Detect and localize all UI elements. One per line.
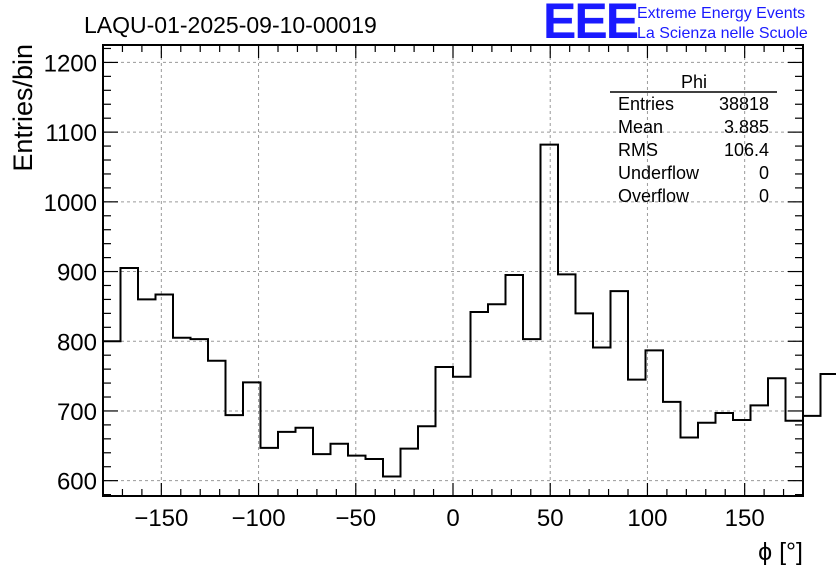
- y-tick-label: 1000: [44, 190, 97, 217]
- logo-tagline-1: Extreme Energy Events: [637, 5, 806, 22]
- y-tick-labels: 600 700 800 900 1000 1100 1200: [44, 50, 97, 495]
- histogram-line: [103, 143, 836, 478]
- stats-rows: Entries 38818 Mean 3.885 RMS 106.4 Underflow 0 O…: [618, 94, 769, 206]
- stats-row-value: 0: [759, 163, 769, 183]
- x-tick-label: −150: [134, 505, 188, 532]
- y-tick-label: 900: [57, 260, 97, 287]
- stats-row-value: 106.4: [724, 140, 769, 160]
- stats-row-label: Mean: [618, 117, 663, 137]
- stats-row-label: Overflow: [618, 186, 690, 206]
- y-tick-label: 600: [57, 469, 97, 496]
- y-tick-label: 1100: [45, 120, 97, 147]
- chart-title: LAQU-01-2025-09-10-00019: [84, 12, 377, 38]
- stats-row-label: Entries: [618, 94, 674, 114]
- stats-title: Phi: [681, 72, 707, 92]
- logo-tagline-2: La Scienza nelle Scuole: [637, 25, 808, 42]
- x-tick-label: 100: [627, 505, 667, 532]
- x-axis-label: ϕ [°]: [758, 538, 803, 566]
- y-tick-label: 700: [57, 399, 97, 426]
- axis-ticks: [102, 45, 804, 496]
- stats-row-value: 0: [759, 186, 769, 206]
- eee-logo-mark: EEE: [543, 0, 639, 49]
- x-tick-labels: −150 −100 −50 0 50 100 150: [134, 505, 764, 532]
- stats-row-value: 38818: [719, 94, 769, 114]
- x-tick-label: 50: [537, 505, 564, 532]
- x-tick-label: 0: [446, 505, 459, 532]
- stats-row-label: Underflow: [618, 163, 700, 183]
- x-tick-label: −100: [232, 505, 286, 532]
- y-tick-label: 800: [57, 329, 97, 356]
- stats-row-value: 3.885: [724, 117, 769, 137]
- stats-row-label: RMS: [618, 140, 658, 160]
- y-axis-label: Entries/bin: [8, 44, 38, 172]
- x-tick-label: 150: [725, 505, 765, 532]
- x-tick-label: −50: [335, 505, 376, 532]
- grid-lines: [103, 45, 803, 496]
- stats-box: Phi Entries 38818 Mean 3.885 RMS 106.4 Underfl…: [610, 72, 777, 206]
- y-tick-label: 1200: [44, 50, 97, 77]
